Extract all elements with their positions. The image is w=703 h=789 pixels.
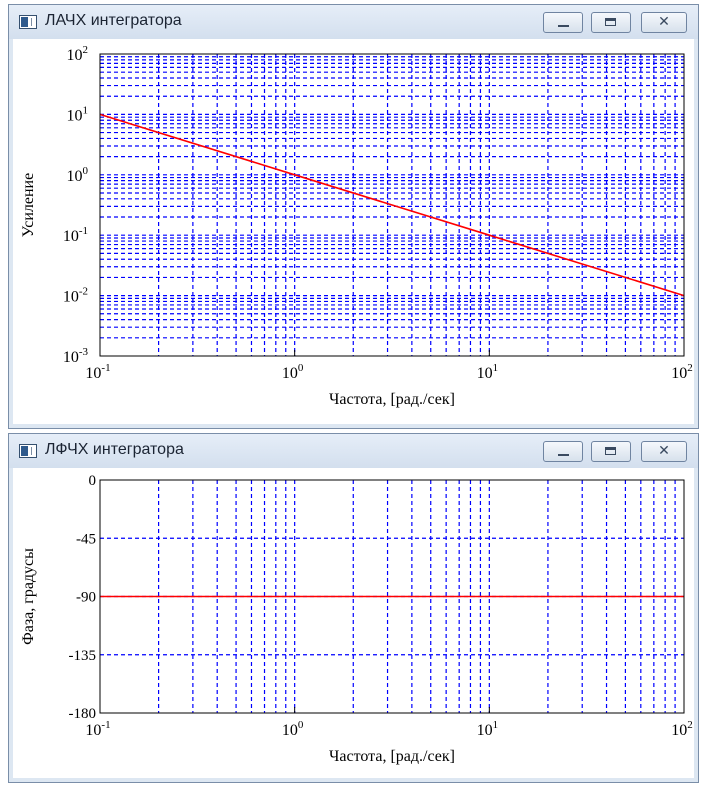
- x-tick-label: 100: [282, 362, 304, 382]
- minimize-button[interactable]: [543, 441, 583, 462]
- plot-frame: [99, 479, 685, 714]
- x-axis-label: Частота, [рад./сек]: [329, 748, 455, 765]
- plot-area: 10-1 100 101 102 0 -45 -90 -135 -180 Частота, [ра…: [13, 468, 694, 778]
- y-tick-label: 10-1: [63, 225, 88, 245]
- close-icon: ✕: [658, 443, 670, 459]
- series-line: [99, 113, 685, 297]
- window-icon[interactable]: [19, 15, 37, 29]
- maximize-button[interactable]: [591, 441, 631, 462]
- y-tick-label: 0: [89, 473, 97, 489]
- window-title: ЛАЧХ интегратора: [45, 12, 182, 29]
- close-button[interactable]: ✕: [641, 441, 687, 462]
- y-tick-label: -90: [76, 590, 96, 606]
- y-axis-label: Фаза, градусы: [20, 548, 37, 645]
- y-tick-label: 102: [67, 44, 89, 64]
- x-tick-label: 102: [671, 362, 693, 382]
- x-tick-label: 102: [671, 719, 693, 739]
- plot-frame: [99, 53, 685, 357]
- y-tick-label: -45: [76, 531, 96, 547]
- close-button[interactable]: ✕: [641, 12, 687, 33]
- magnitude-window: ЛАЧХ интегратора ✕ 10-1 100 101 102 10-3 10-2…: [8, 4, 699, 429]
- window-title: ЛФЧХ интегратора: [45, 441, 184, 458]
- phase-chart: 10-1 100 101 102 0 -45 -90 -135 -180 Частота, [ра…: [20, 473, 693, 765]
- x-tick-label: 100: [282, 719, 304, 739]
- x-tick-label: 10-1: [85, 719, 110, 739]
- title-bar[interactable]: ЛАЧХ интегратора ✕: [9, 5, 698, 39]
- phase-window: ЛФЧХ интегратора ✕ 10-1 100 101 102 0 -45 -90 -…: [8, 433, 699, 783]
- close-icon: ✕: [658, 14, 670, 30]
- window-icon[interactable]: [19, 444, 37, 458]
- y-tick-label: -180: [69, 706, 97, 722]
- minimize-button[interactable]: [543, 12, 583, 33]
- magnitude-chart: 10-1 100 101 102 10-3 10-2 10-1 100 101 102 Частот…: [20, 44, 693, 408]
- maximize-button[interactable]: [591, 12, 631, 33]
- y-tick-label: -135: [69, 648, 97, 664]
- x-tick-label: 101: [477, 719, 499, 739]
- y-tick-label: 10-2: [63, 286, 88, 306]
- y-axis-label: Усиление: [20, 173, 37, 237]
- x-axis-label: Частота, [рад./сек]: [329, 391, 455, 408]
- x-tick-label: 101: [477, 362, 499, 382]
- x-tick-label: 10-1: [85, 362, 110, 382]
- y-tick-label: 101: [67, 104, 89, 124]
- y-tick-label: 100: [67, 165, 89, 185]
- plot-area: 10-1 100 101 102 10-3 10-2 10-1 100 101 102 Частот…: [13, 39, 694, 424]
- y-tick-label: 10-3: [63, 346, 89, 366]
- title-bar[interactable]: ЛФЧХ интегратора ✕: [9, 434, 698, 468]
